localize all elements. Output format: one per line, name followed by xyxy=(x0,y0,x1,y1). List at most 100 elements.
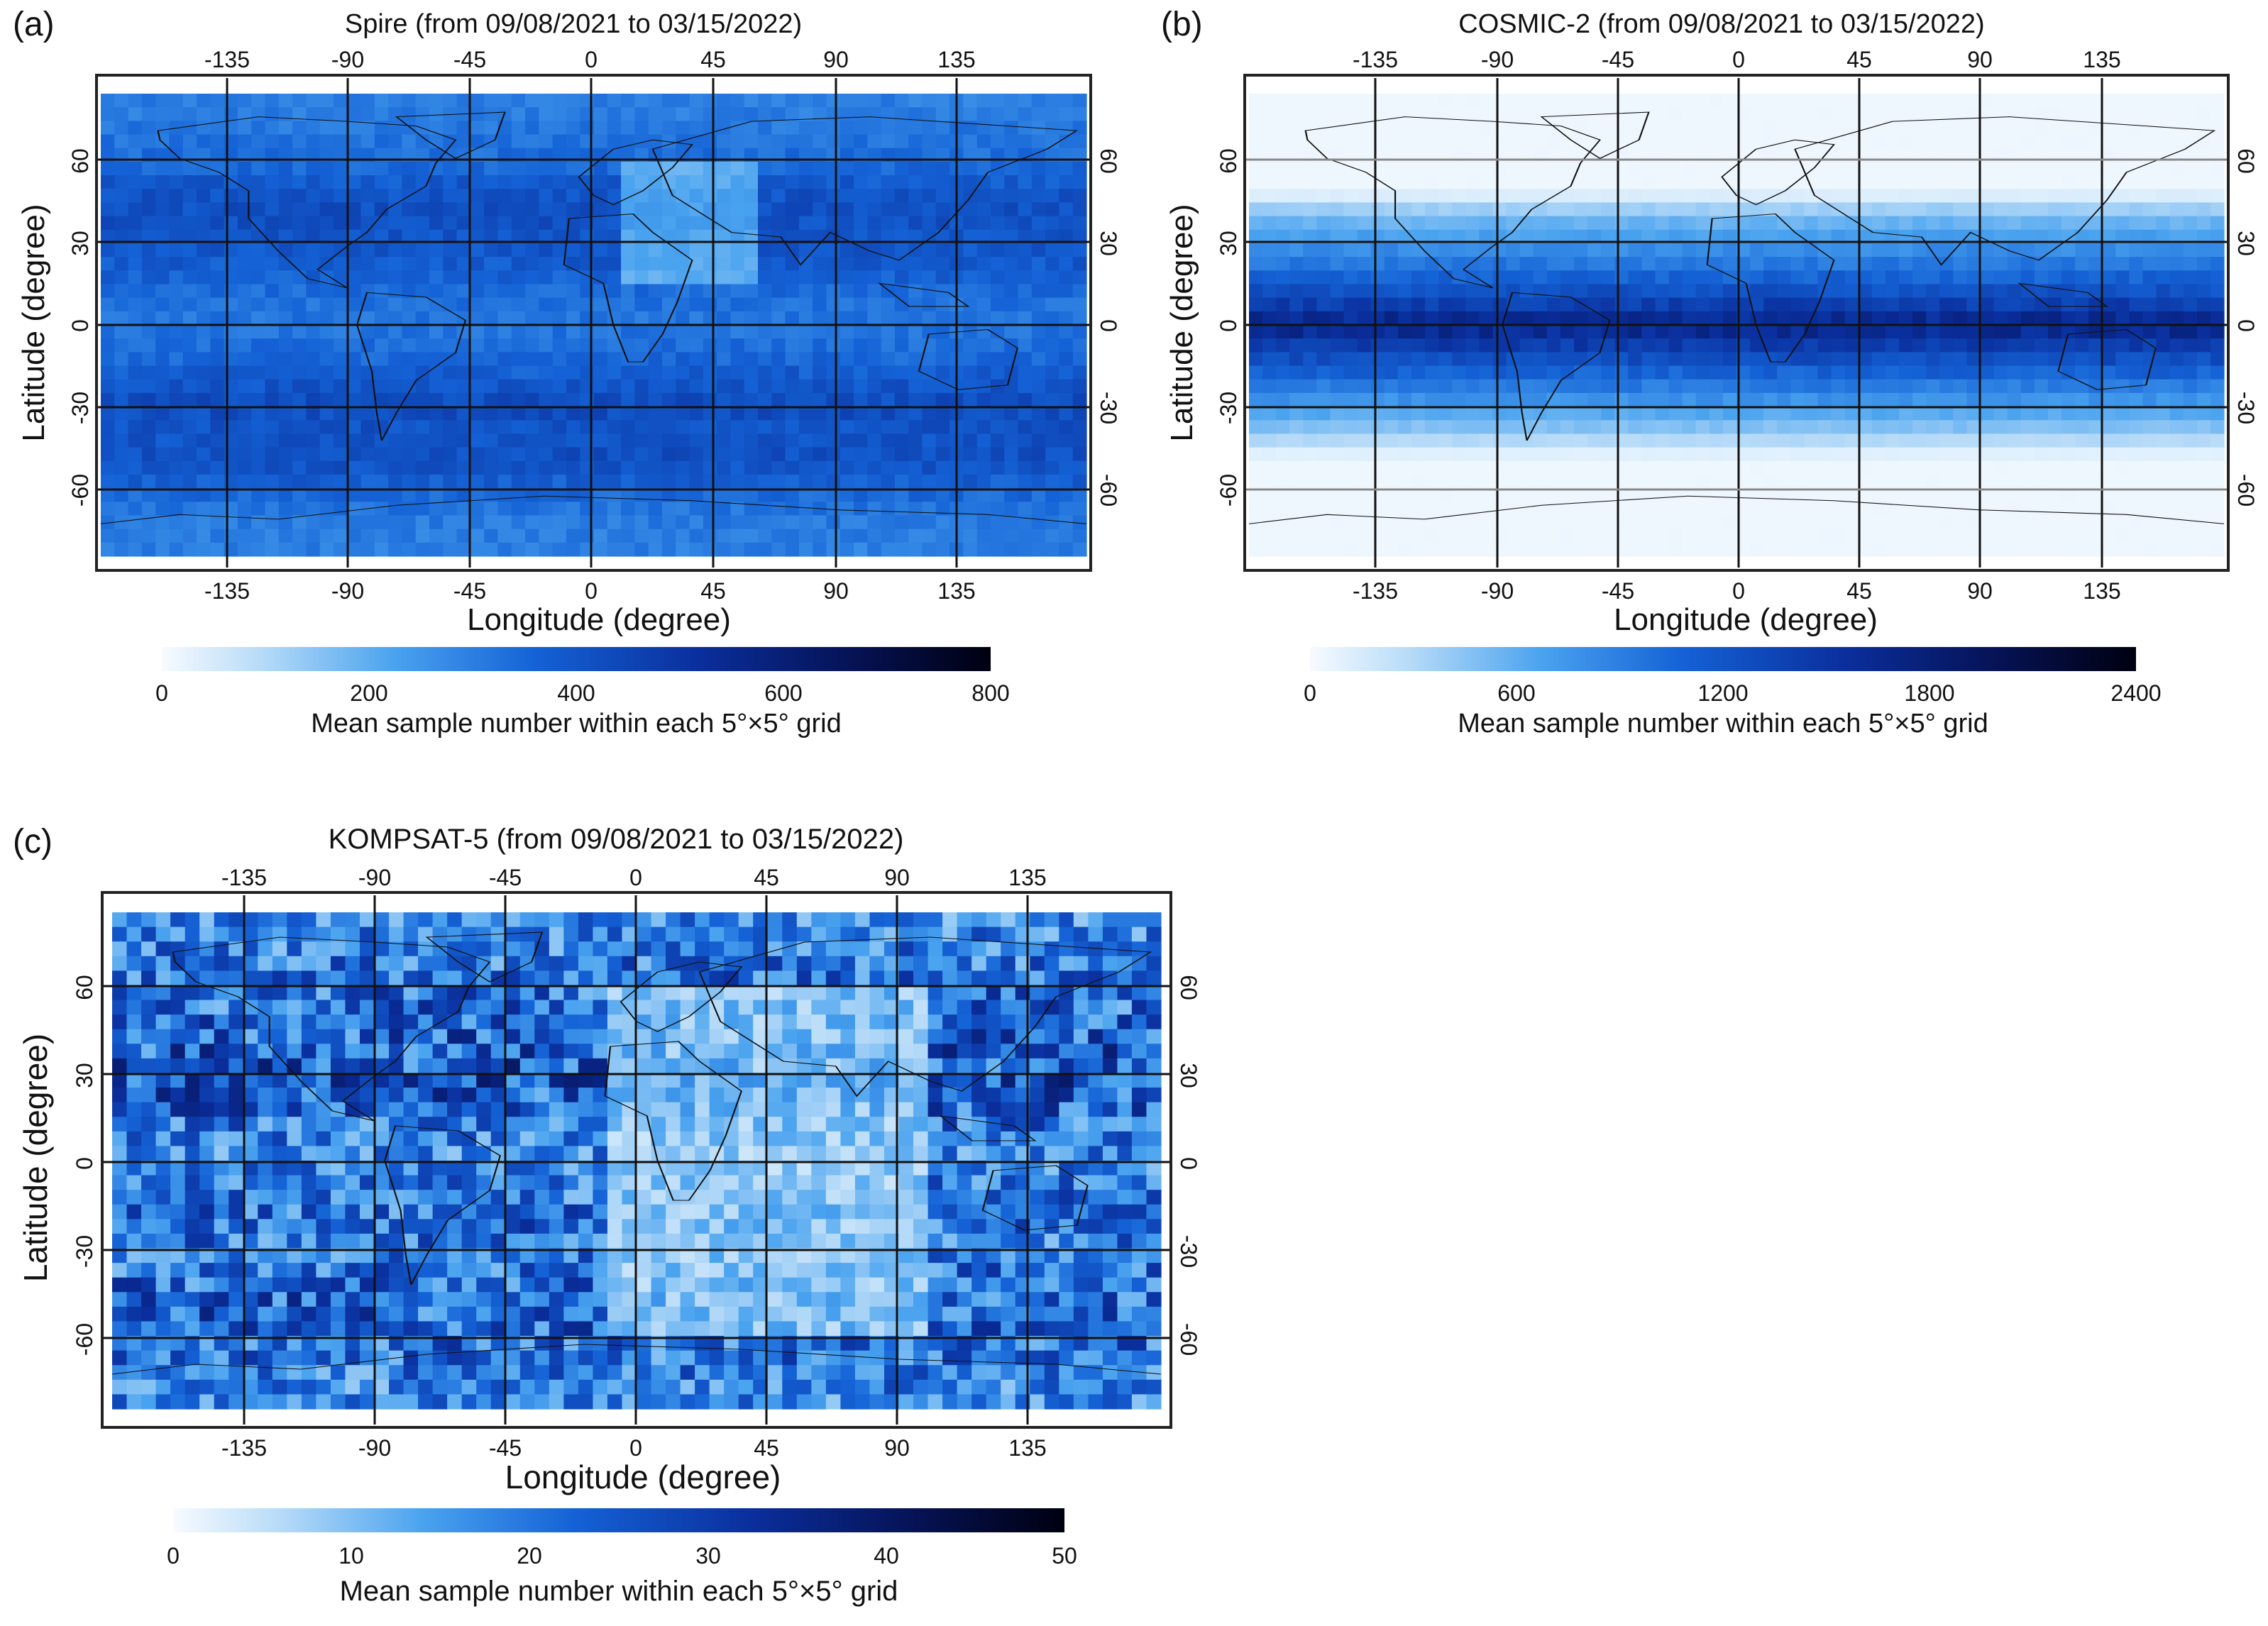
heatmap-cell xyxy=(813,365,827,380)
heatmap-cell xyxy=(1303,338,1318,353)
heatmap-cell xyxy=(292,107,307,121)
heatmap-cell xyxy=(1817,229,1832,244)
heatmap-cell xyxy=(2210,216,2225,231)
heatmap-cell xyxy=(456,420,471,435)
heatmap-cell xyxy=(2020,121,2035,136)
heatmap-cell xyxy=(607,270,622,285)
heatmap-cell xyxy=(1276,379,1290,394)
heatmap-cell xyxy=(1750,121,1764,136)
heatmap-cell xyxy=(881,229,896,244)
heatmap-cell xyxy=(511,515,526,530)
heatmap-cell xyxy=(2115,406,2130,421)
heatmap-cell xyxy=(278,502,293,516)
heatmap-cell xyxy=(963,134,978,149)
heatmap-cell xyxy=(1953,460,1968,475)
heatmap-cell xyxy=(2196,447,2211,462)
heatmap-cell xyxy=(1641,257,1656,271)
heatmap-cell xyxy=(2210,392,2225,407)
heatmap-cell xyxy=(1289,257,1304,271)
heatmap-cell xyxy=(703,379,717,394)
heatmap-cell xyxy=(2196,392,2211,407)
heatmap-cell xyxy=(1953,338,1968,353)
heatmap-cell xyxy=(265,189,280,204)
heatmap-cell xyxy=(634,365,649,380)
heatmap-cell xyxy=(347,189,362,204)
heatmap-cell xyxy=(141,406,156,421)
heatmap-cell xyxy=(456,460,471,475)
heatmap-cell xyxy=(1492,365,1507,380)
panel-b-top-lon-ticks: -135 -90 -45 0 45 90 135 xyxy=(1353,47,2121,72)
heatmap-cell xyxy=(552,243,567,258)
heatmap-cell xyxy=(1980,447,1995,462)
heatmap-cell xyxy=(2210,202,2225,217)
heatmap-cell xyxy=(333,107,348,121)
heatmap-cell xyxy=(2075,379,2089,394)
heatmap-cell xyxy=(511,460,526,475)
heatmap-cell xyxy=(1817,216,1832,231)
heatmap-cell xyxy=(758,243,772,258)
heatmap-cell xyxy=(306,297,321,312)
heatmap-cell xyxy=(2007,420,2022,435)
heatmap-cell xyxy=(607,447,622,462)
heatmap-cell xyxy=(388,94,403,108)
heatmap-cell xyxy=(1912,542,1927,557)
heatmap-cell xyxy=(1844,229,1859,244)
panel-a: (a) Spire (from 09/08/2021 to 03/15/2022… xyxy=(13,6,1121,739)
heatmap-cell xyxy=(1695,379,1710,394)
heatmap-cell xyxy=(2075,94,2089,108)
heatmap-cell xyxy=(1777,460,1791,475)
heatmap-cell xyxy=(1479,189,1494,204)
panel-a-ylabel: Latitude (degree) xyxy=(16,204,51,441)
heatmap-cell xyxy=(2115,529,2130,543)
heatmap-cell xyxy=(1695,121,1710,136)
heatmap-cell xyxy=(1519,121,1534,136)
heatmap-cell xyxy=(2061,433,2076,448)
heatmap-cell xyxy=(1763,311,1778,326)
heatmap-cell xyxy=(1953,107,1968,121)
heatmap-cell xyxy=(840,488,854,502)
heatmap-cell xyxy=(388,433,403,448)
heatmap-cell xyxy=(1045,175,1060,189)
heatmap-cell xyxy=(771,311,786,326)
heatmap-cell xyxy=(470,352,485,367)
heatmap-cell xyxy=(2020,175,2035,189)
heatmap-cell xyxy=(1587,515,1602,530)
heatmap-cell xyxy=(197,447,211,462)
heatmap-cell xyxy=(552,325,567,339)
heatmap-cell xyxy=(484,379,499,394)
heatmap-cell xyxy=(251,202,266,217)
heatmap-cell xyxy=(1343,325,1358,339)
lon-tick-label: -135 xyxy=(1353,47,1398,72)
heatmap-cell xyxy=(525,474,539,489)
heatmap-cell xyxy=(1492,94,1507,108)
heatmap-cell xyxy=(1397,488,1412,502)
heatmap-cell xyxy=(2007,433,2022,448)
heatmap-cell xyxy=(676,502,690,516)
heatmap-cell xyxy=(1912,447,1927,462)
heatmap-cell xyxy=(1614,515,1629,530)
heatmap-cell xyxy=(2156,161,2171,176)
heatmap-cell xyxy=(1018,529,1033,543)
heatmap-cell xyxy=(1695,189,1710,204)
heatmap-cell xyxy=(141,297,156,312)
heatmap-cell xyxy=(443,529,458,543)
heatmap-cell xyxy=(881,257,896,271)
heatmap-cell xyxy=(2196,488,2211,502)
heatmap-cell xyxy=(676,121,690,136)
heatmap-cell xyxy=(908,447,923,462)
heatmap-cell xyxy=(1601,488,1615,502)
heatmap-cell xyxy=(388,189,403,204)
heatmap-cell xyxy=(2088,297,2103,312)
heatmap-cell xyxy=(1899,134,1913,149)
heatmap-cell xyxy=(292,474,307,489)
heatmap-cell xyxy=(1601,121,1615,136)
lon-tick-label: 45 xyxy=(1846,47,1872,72)
heatmap-cell xyxy=(1790,284,1805,299)
heatmap-cell xyxy=(333,297,348,312)
heatmap-cell xyxy=(497,352,512,367)
heatmap-cell xyxy=(1641,474,1656,489)
heatmap-cell xyxy=(813,175,827,189)
heatmap-cell xyxy=(744,216,759,231)
heatmap-cell xyxy=(1601,161,1615,176)
heatmap-cell xyxy=(1546,243,1561,258)
